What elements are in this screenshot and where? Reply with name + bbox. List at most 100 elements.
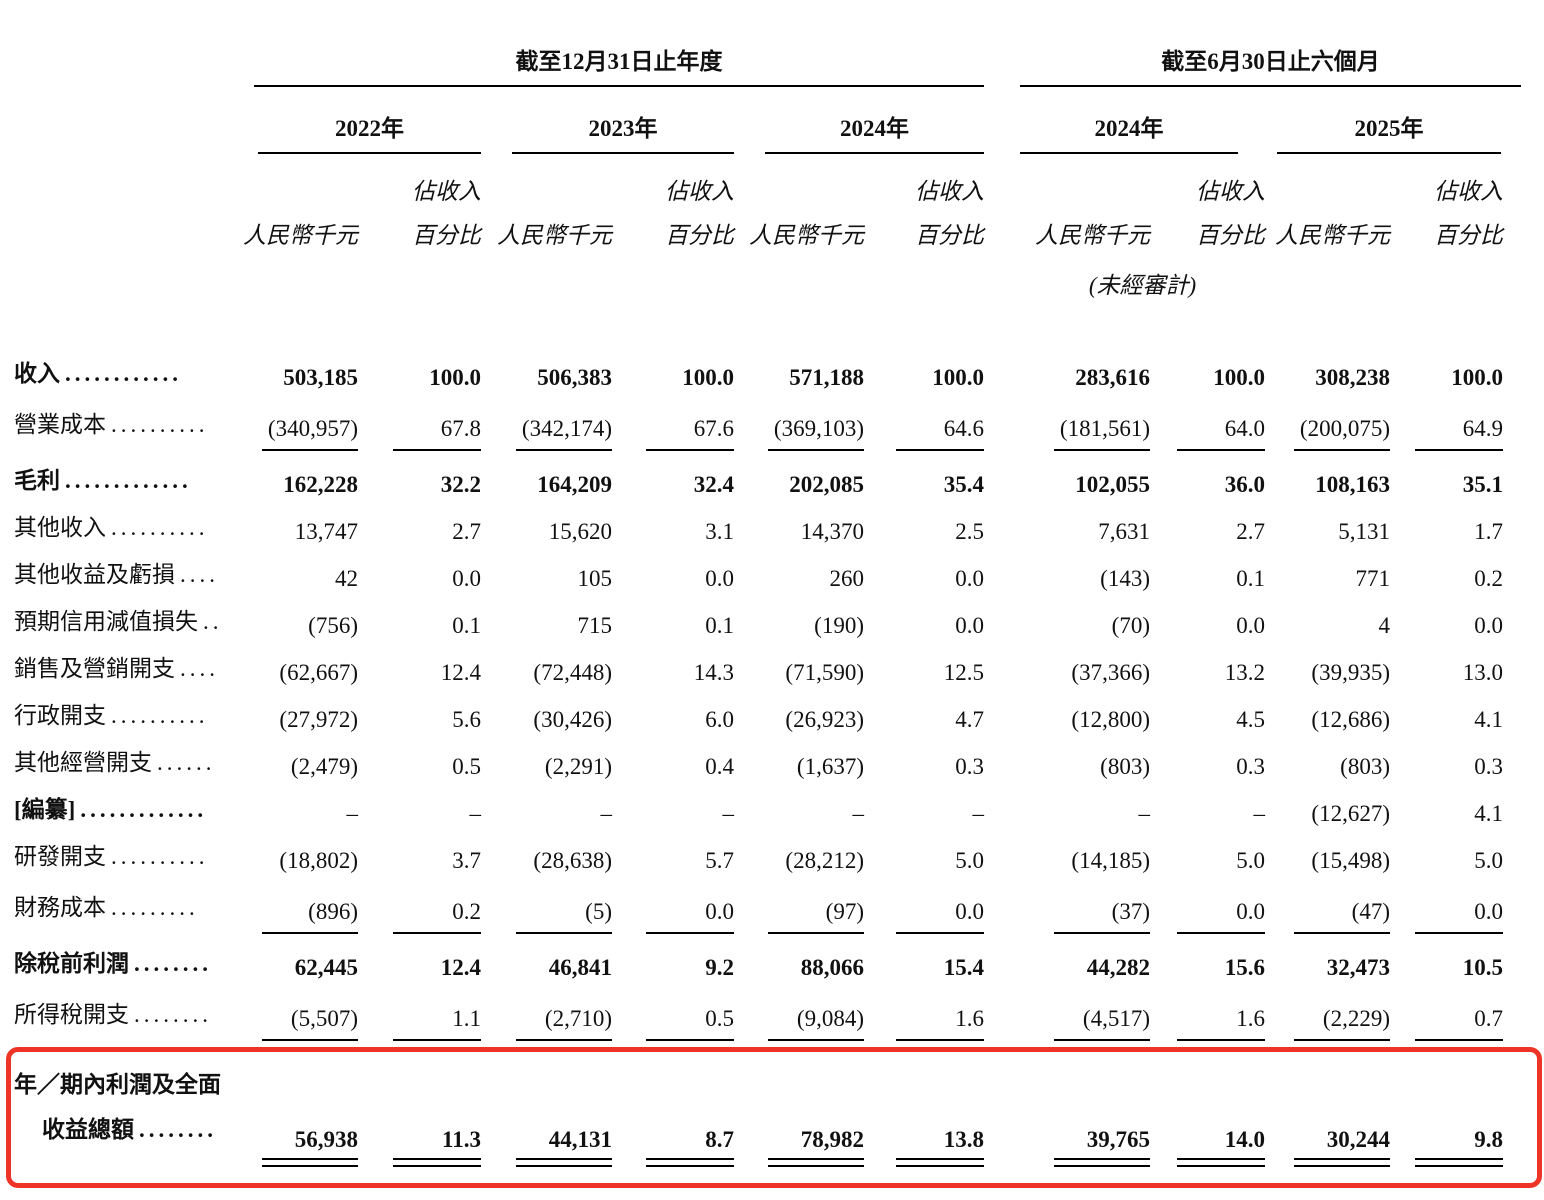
year-2023: 2023年 — [512, 109, 734, 154]
percent-cell: 0.0 — [612, 899, 734, 934]
percent-cell: 64.9 — [1390, 416, 1503, 451]
value-cell: 5,131 — [1338, 519, 1390, 544]
value-cell: (2,291) — [544, 754, 612, 779]
row-label: 銷售及營銷開支.... — [14, 656, 219, 681]
value-cell: (803) — [1100, 754, 1150, 779]
value-cell: 202,085 — [789, 472, 864, 497]
col-header-rmb: 人民幣千元 — [749, 223, 864, 248]
percent-cell: 13.8 — [864, 1127, 984, 1167]
value-cell: – — [852, 801, 865, 826]
value-cell: 571,188 — [789, 365, 864, 390]
highlighted-total-rows: 年／期內利潤及全面 收益總額........ 56,938 11.3 44,131 8.7… — [14, 1062, 1534, 1167]
percent-cell: 15.4 — [943, 955, 984, 980]
value-cell: (28,212) — [785, 848, 864, 873]
value-cell: (369,103) — [734, 416, 864, 451]
percent-cell: 1.6 — [864, 1006, 984, 1041]
group-title-interim: 截至6月30日止六個月 — [1020, 42, 1521, 87]
table-row: 其他收益及虧損.... 42 0.0 105 0.0 260 0.0 (143) 0.1 771 0… — [14, 545, 1534, 592]
table-row: 其他經營開支...... (2,479) 0.5 (2,291) 0.4 (1,637) 0… — [14, 733, 1534, 780]
value-cell: (62,667) — [279, 660, 358, 685]
percent-cell: 10.5 — [1462, 955, 1503, 980]
table-row: 研發開支.......... (18,802) 3.7 (28,638) 5.7 (28,… — [14, 827, 1534, 874]
percent-cell: 0.0 — [452, 566, 481, 591]
percent-cell: 12.4 — [440, 955, 481, 980]
percent-cell: 5.6 — [452, 707, 481, 732]
percent-cell: 0.0 — [1150, 899, 1265, 934]
value-cell: 260 — [829, 566, 865, 591]
year-2025-interim: 2025年 — [1277, 109, 1501, 154]
percent-cell: 2.7 — [1236, 519, 1265, 544]
value-cell: (39,935) — [1311, 660, 1390, 685]
percent-cell: 67.8 — [358, 416, 481, 451]
value-cell: (26,923) — [785, 707, 864, 732]
percent-cell: 1.6 — [1150, 1006, 1265, 1041]
percent-cell: – — [722, 801, 735, 826]
percent-cell: 13.2 — [1224, 660, 1265, 685]
table-row: 其他收入.......... 13,747 2.7 15,620 3.1 14,370 2.… — [14, 498, 1534, 545]
value-cell: 44,282 — [1086, 955, 1150, 980]
period-group-header: 截至12月31日止年度 截至6月30日止六個月 — [14, 42, 1534, 87]
row-label: 收入............ — [14, 361, 182, 386]
value-cell: (2,479) — [290, 754, 358, 779]
value-cell: (12,686) — [1311, 707, 1390, 732]
table-row: 毛利............. 162,228 32.2 164,209 32.4 202… — [14, 451, 1534, 498]
percent-cell: 5.7 — [705, 848, 734, 873]
percent-cell: 4.5 — [1236, 707, 1265, 732]
row-label: [編纂]............. — [14, 797, 208, 822]
value-cell: (5,507) — [224, 1006, 358, 1041]
percent-cell: 1.1 — [358, 1006, 481, 1041]
col-header-rmb: 人民幣千元 — [1275, 223, 1390, 248]
col-header-pct: 佔收入 百分比 — [412, 179, 481, 248]
percent-cell: 0.0 — [955, 613, 984, 638]
value-cell: 102,055 — [1075, 472, 1150, 497]
table-row: 財務成本......... (896) 0.2 (5) 0.0 (97) 0.0 (37) 0.… — [14, 874, 1534, 934]
percent-cell: 3.1 — [705, 519, 734, 544]
percent-cell: 0.0 — [1236, 613, 1265, 638]
value-cell: – — [600, 801, 613, 826]
value-cell: 56,938 — [224, 1127, 358, 1167]
table-row: 收入............ 503,185 100.0 506,383 100.0 57… — [14, 344, 1534, 391]
value-cell: 308,238 — [1315, 365, 1390, 390]
value-cell: (37,366) — [1071, 660, 1150, 685]
value-cell: (18,802) — [279, 848, 358, 873]
percent-cell: 0.3 — [1236, 754, 1265, 779]
row-label: 其他經營開支...... — [14, 750, 216, 775]
percent-cell: – — [469, 801, 482, 826]
value-cell: 46,841 — [548, 955, 612, 980]
percent-cell: 12.4 — [440, 660, 481, 685]
unaudited-note: (未經審計) — [1088, 273, 1197, 298]
percent-cell: 0.3 — [1474, 754, 1503, 779]
value-cell: (47) — [1265, 899, 1390, 934]
value-cell: (97) — [734, 899, 864, 934]
percent-cell: 14.3 — [693, 660, 734, 685]
percent-cell: 0.0 — [864, 899, 984, 934]
percent-cell: 2.7 — [452, 519, 481, 544]
percent-cell: 5.0 — [1474, 848, 1503, 873]
value-cell: 78,982 — [734, 1127, 864, 1167]
percent-cell: 36.0 — [1224, 472, 1265, 497]
col-header-rmb: 人民幣千元 — [497, 223, 612, 248]
value-cell: (12,800) — [1071, 707, 1150, 732]
percent-cell: 100.0 — [429, 365, 481, 390]
row-label: 年／期內利潤及全面 收益總額........ — [14, 1072, 221, 1142]
value-cell: 30,244 — [1265, 1127, 1390, 1167]
percent-cell: 8.7 — [612, 1127, 734, 1167]
table-row: 預期信用減值損失.. (756) 0.1 715 0.1 (190) 0.0 (70) 0.0 4… — [14, 592, 1534, 639]
value-cell: (200,075) — [1265, 416, 1390, 451]
percent-cell: 14.0 — [1150, 1127, 1265, 1167]
value-cell: (4,517) — [1020, 1006, 1150, 1041]
percent-cell: 32.4 — [693, 472, 734, 497]
value-cell: (14,185) — [1071, 848, 1150, 873]
value-cell: (340,957) — [224, 416, 358, 451]
value-cell: (190) — [814, 613, 864, 638]
value-cell: (9,084) — [734, 1006, 864, 1041]
col-header-pct: 佔收入 百分比 — [1196, 179, 1265, 248]
table-row: 銷售及營銷開支.... (62,667) 12.4 (72,448) 14.3 (71,5… — [14, 639, 1534, 686]
value-cell: (2,710) — [481, 1006, 612, 1041]
value-cell: 88,066 — [800, 955, 864, 980]
row-label: 財務成本......... — [14, 894, 199, 920]
table-row: 所得稅開支........ (5,507) 1.1 (2,710) 0.5 (9,084)… — [14, 981, 1534, 1041]
percent-cell: 0.5 — [612, 1006, 734, 1041]
value-cell: 105 — [577, 566, 613, 591]
